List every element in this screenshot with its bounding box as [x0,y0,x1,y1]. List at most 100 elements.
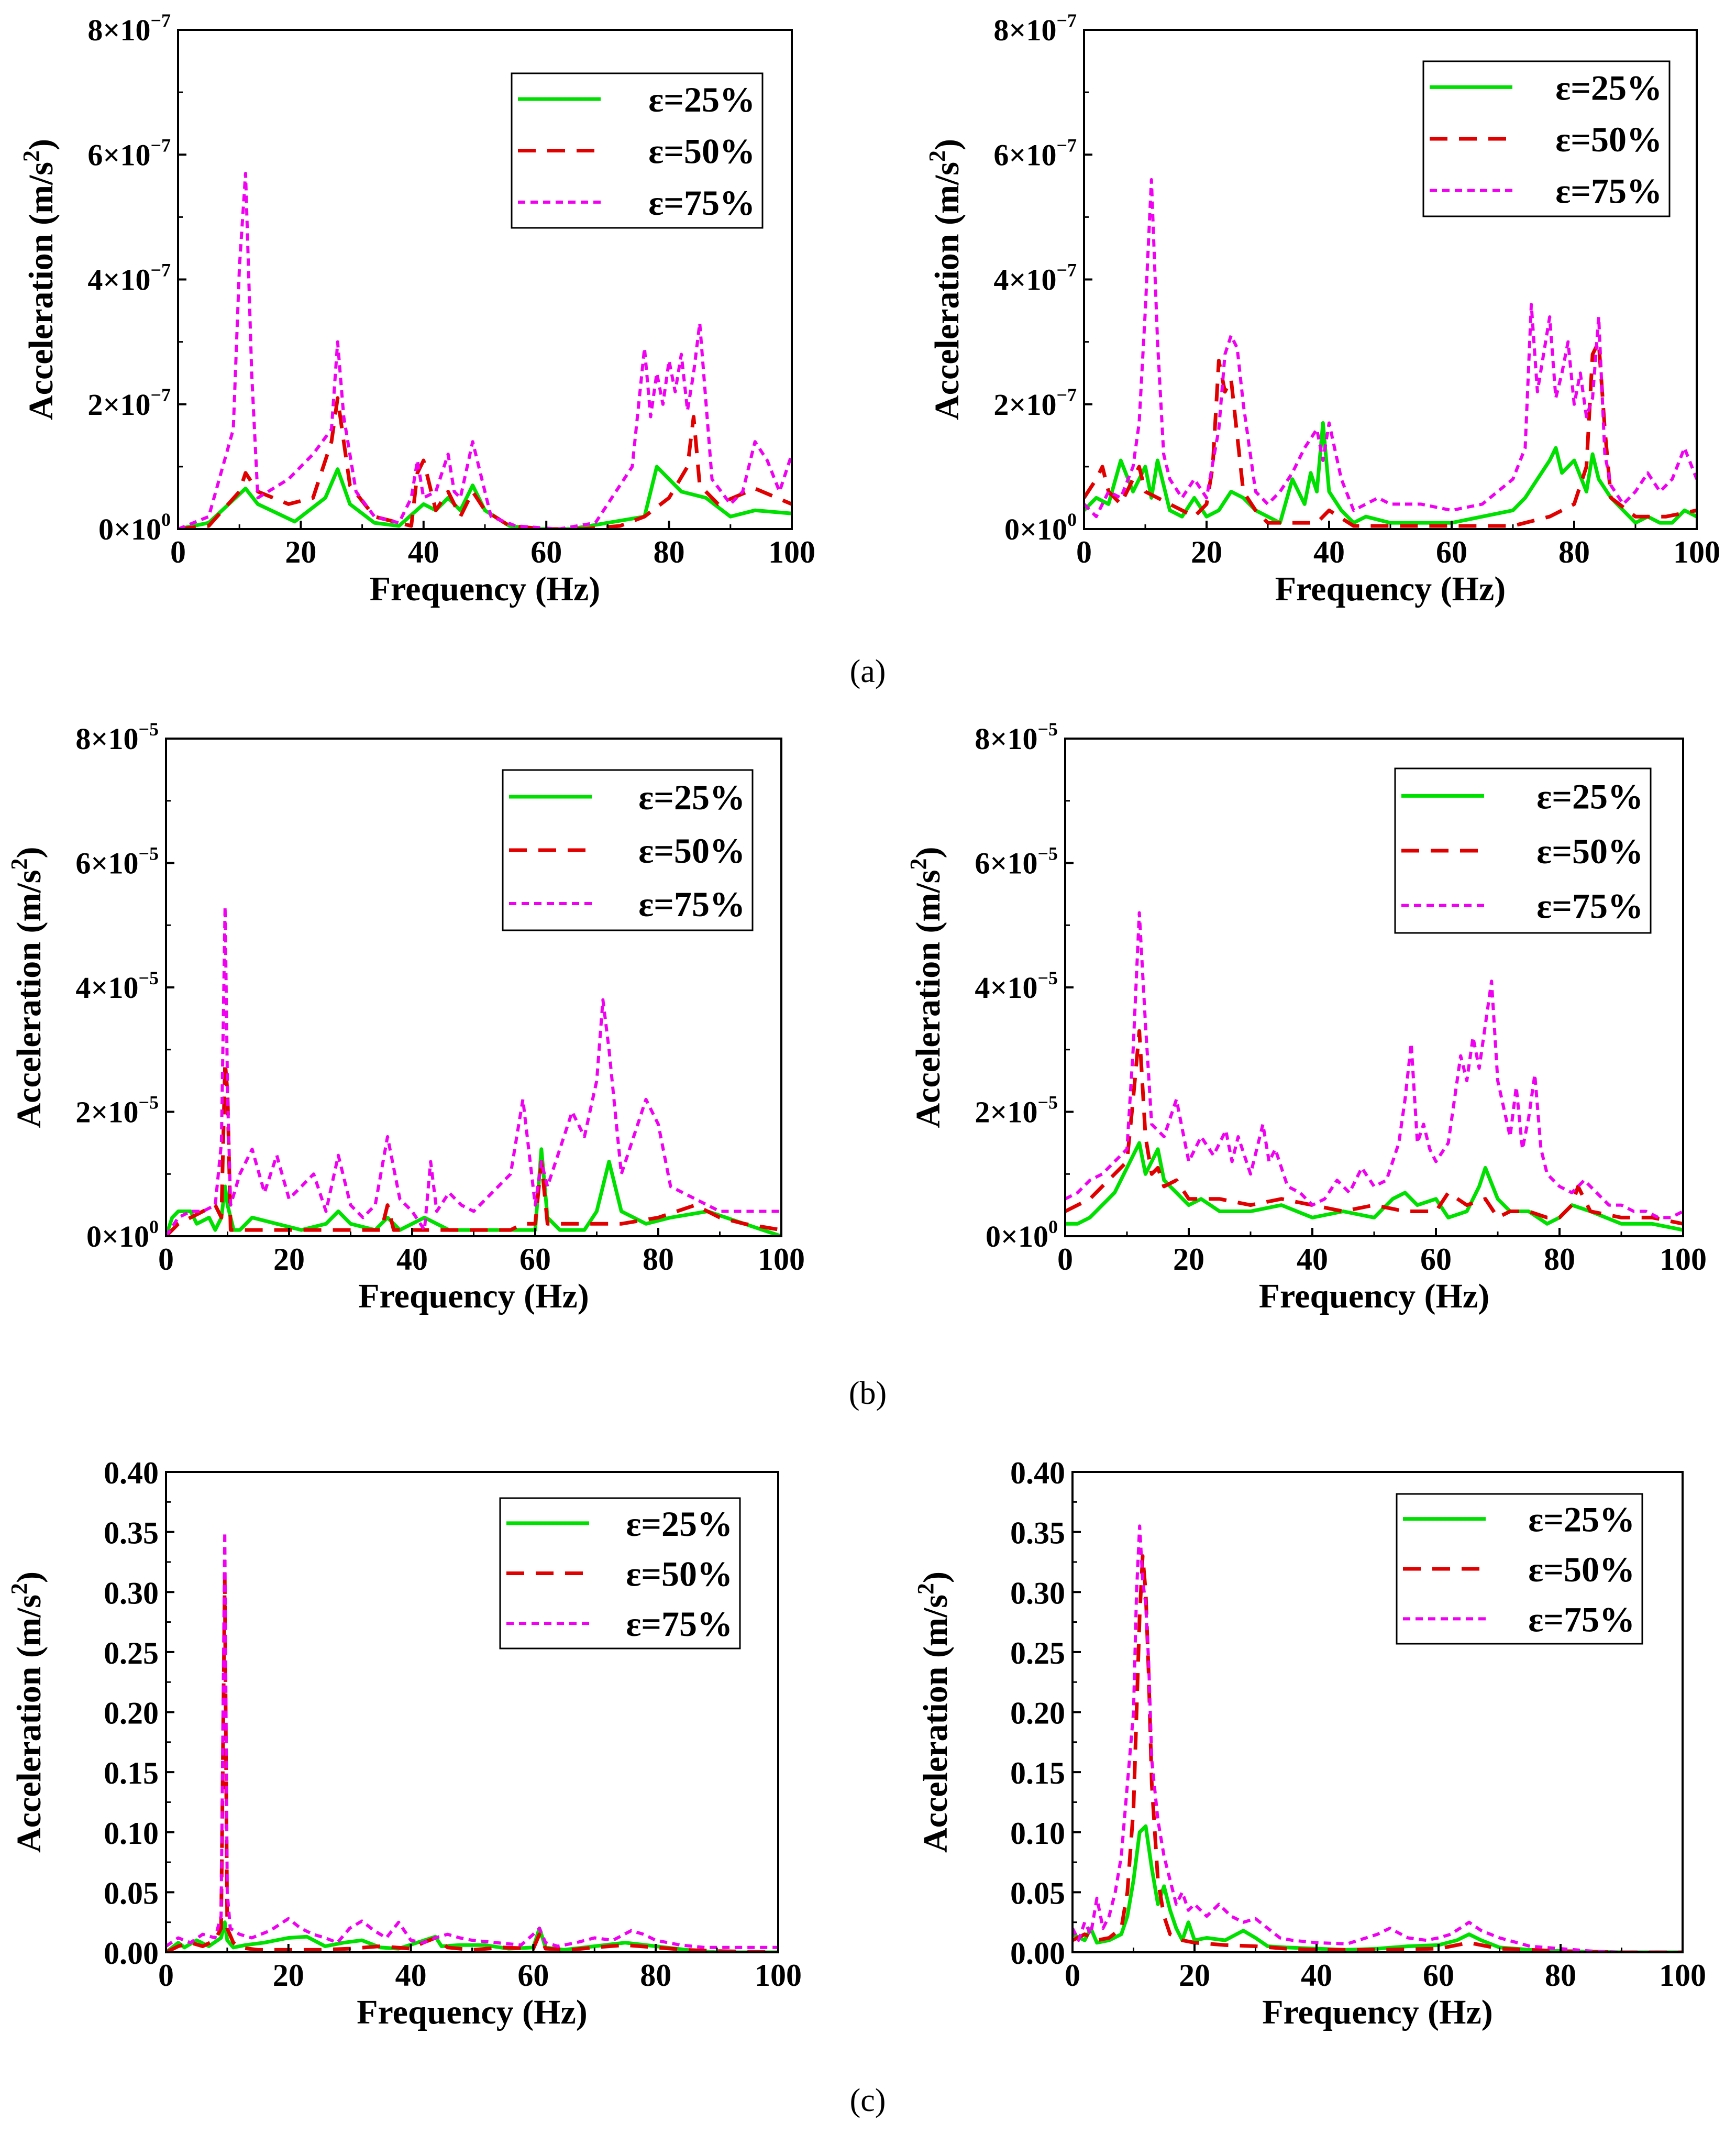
y-tick-label: 6×10−5 [75,843,159,881]
x-tick-label: 60 [1420,1242,1452,1277]
x-axis-label: Frequency (Hz) [1275,570,1506,608]
x-axis-label: Frequency (Hz) [1259,1277,1490,1315]
series-line-eps75 [166,905,781,1236]
x-tick-label: 60 [530,535,562,569]
legend-label-eps50: ε=50% [648,131,755,171]
x-tick-label: 80 [640,1958,671,1993]
x-tick-label: 60 [517,1958,549,1993]
series-line-eps25 [166,1147,781,1236]
chart-b-left: 0 20 40 60 80 100 0×100 2×10−5 4×10−5 6×10−5 8×10−… [6,719,805,1315]
y-tick-label: 0×100 [86,1216,159,1254]
x-tick-label: 20 [1191,535,1222,569]
y-tick-label: 0.40 [104,1456,159,1490]
y-tick-label: 8×10−5 [975,719,1058,756]
y-tick-label: 6×10−7 [87,135,171,172]
legend-label-eps50: ε=50% [638,831,745,871]
legend-label-eps25: ε=25% [1555,68,1662,107]
series-line-eps50 [178,396,792,529]
y-tick-label: 0.30 [104,1576,159,1610]
x-tick-label: 80 [1544,1242,1575,1277]
x-tick-label: 20 [1173,1242,1204,1277]
panels-container: 0 20 40 60 80 100 0×100 2×10−7 4×10−7 6×10−7 8×10−… [6,10,1720,2031]
legend: ε=25% ε=50% ε=75% [1422,60,1671,217]
series-line-eps75 [1065,911,1683,1219]
x-tick-label: 100 [1660,1242,1707,1277]
y-tick-label: 4×10−7 [87,260,171,297]
x-tick-label: 60 [519,1242,551,1277]
y-tick-label: 0.35 [1010,1516,1065,1551]
legend-label-eps50: ε=50% [626,1554,733,1594]
y-axis-label: Acceleration (m/s2) [6,1571,48,1853]
x-tick-label: 0 [1076,535,1092,569]
y-tick-label: 0.05 [1010,1876,1065,1910]
x-tick-label: 20 [273,1242,305,1277]
y-tick-label: 0.40 [1010,1456,1065,1490]
y-tick-label: 0.25 [104,1636,159,1670]
x-tick-label: 0 [1057,1242,1073,1277]
x-tick-label: 100 [755,1958,802,1993]
legend-label-eps25: ε=25% [1528,1500,1635,1540]
x-tick-label: 100 [1659,1958,1706,1993]
x-tick-label: 0 [170,535,186,569]
y-tick-label: 0.25 [1010,1636,1065,1670]
y-tick-label: 0.05 [104,1876,159,1910]
legend-label-eps75: ε=75% [1536,886,1643,926]
legend-label-eps25: ε=25% [638,777,745,817]
y-tick-label: 6×10−5 [975,843,1058,881]
series-line-eps25 [1072,1824,1683,1952]
y-axis-label: Acceleration (m/s2) [6,847,48,1128]
x-tick-label: 60 [1436,535,1467,569]
y-tick-label: 0.30 [1010,1576,1065,1610]
y-axis-label: Acceleration (m/s2) [913,1571,955,1853]
x-tick-label: 20 [1179,1958,1210,1993]
chart-c-right: 0 20 40 60 80 100 0.00 0.05 0.10 0.15 0.20 0.25 0.30… [913,1456,1706,2031]
series-line-eps50 [1065,1029,1683,1226]
y-tick-label: 4×10−5 [75,967,159,1005]
x-tick-label: 60 [1423,1958,1454,1993]
x-tick-label: 100 [1673,535,1720,569]
y-tick-label: 8×10−7 [993,10,1077,47]
x-tick-label: 80 [1558,535,1590,569]
x-tick-label: 0 [158,1242,174,1277]
legend-label-eps25: ε=25% [648,80,755,119]
series-line-eps50 [166,1578,778,1952]
y-axis-label: Acceleration (m/s2) [905,847,947,1128]
series-line-eps50 [1072,1554,1683,1952]
y-tick-label: 0.00 [104,1936,159,1971]
chart-c-left: 0 20 40 60 80 100 0.00 0.05 0.10 0.15 0.20 0.25 0.30… [6,1456,802,2031]
x-axis-label: Frequency (Hz) [1262,1993,1493,2031]
y-tick-label: 8×10−7 [87,10,171,47]
legend: ε=25% ε=50% ε=75% [1394,767,1652,934]
x-tick-label: 40 [408,535,439,569]
caption-a: (a) [850,654,886,689]
legend: ε=25% ε=50% ε=75% [511,72,764,229]
legend-label-eps50: ε=50% [1536,831,1643,871]
chart-a-left: 0 20 40 60 80 100 0×100 2×10−7 4×10−7 6×10−7 8×10−… [18,10,815,608]
x-tick-label: 40 [1301,1958,1332,1993]
series-line-eps75 [178,172,792,529]
y-tick-label: 2×10−5 [75,1092,159,1129]
x-tick-label: 20 [285,535,316,569]
y-axis-label: Acceleration (m/s2) [18,139,60,420]
y-tick-label: 0×100 [1004,509,1077,546]
legend: ε=25% ε=50% ε=75% [502,769,754,931]
series-line-eps25 [178,465,792,529]
y-tick-label: 2×10−7 [87,384,171,422]
y-tick-label: 0×100 [98,509,171,546]
legend-label-eps25: ε=25% [626,1504,733,1544]
series-line-eps25 [1065,1141,1683,1232]
x-tick-label: 40 [1313,535,1345,569]
legend-label-eps50: ε=50% [1555,119,1662,159]
series-line-eps50 [166,1060,781,1236]
x-tick-label: 100 [768,535,815,569]
y-tick-label: 0.15 [104,1756,159,1790]
y-tick-label: 4×10−5 [975,967,1058,1005]
legend-label-eps75: ε=75% [638,884,745,924]
y-tick-label: 6×10−7 [993,135,1077,172]
legend-label-eps50: ε=50% [1528,1549,1635,1589]
legend-label-eps75: ε=75% [626,1604,733,1644]
y-tick-label: 2×10−7 [993,384,1077,422]
x-tick-label: 100 [758,1242,805,1277]
x-tick-label: 40 [396,1242,428,1277]
